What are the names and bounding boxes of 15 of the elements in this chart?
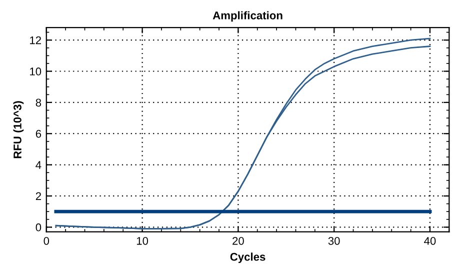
y-tick-label: 0 (36, 223, 42, 232)
y-tick-label: 8 (36, 98, 42, 107)
chart-title: Amplification (212, 11, 282, 22)
x-tick-label: 0 (44, 236, 50, 245)
x-tick-label: 20 (232, 236, 244, 245)
x-tick-label: 10 (136, 236, 148, 245)
y-tick-label: 2 (36, 192, 41, 200)
y-tick-label: 10 (30, 68, 42, 76)
x-tick-label: 40 (424, 236, 436, 245)
y-tick-label: 6 (36, 130, 42, 138)
x-axis-title: Cycles (230, 252, 266, 263)
y-tick-label: 12 (30, 36, 41, 44)
x-tick-label: 30 (328, 236, 340, 245)
y-tick-label: 4 (36, 161, 42, 169)
y-axis-title: RFU (10^3) (13, 101, 24, 158)
